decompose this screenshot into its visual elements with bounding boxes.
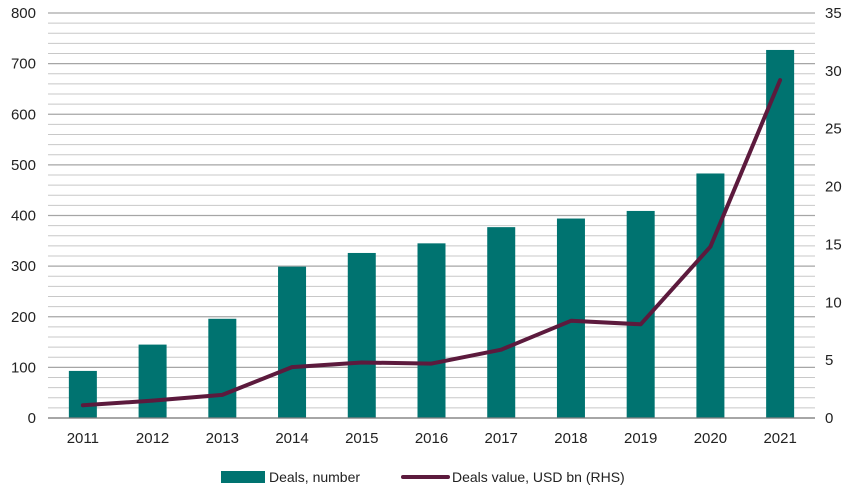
bar-series-deals-number <box>68 49 795 419</box>
right-tick-label: 15 <box>825 236 842 253</box>
line-point-2019 <box>638 322 643 327</box>
legend: Deals, number Deals value, USD bn (RHS) <box>221 469 625 485</box>
x-tick-label: 2013 <box>206 430 239 447</box>
left-y-axis: 0 100 200 300 400 500 600 700 800 <box>11 5 36 427</box>
line-point-2011 <box>81 403 85 408</box>
line-point-2012 <box>150 398 155 403</box>
x-tick-label: 2012 <box>136 430 169 447</box>
right-tick-label: 10 <box>825 294 842 311</box>
line-point-2013 <box>220 393 225 397</box>
left-tick-label: 700 <box>11 56 36 73</box>
bar-2018 <box>556 218 585 418</box>
legend-swatch-bar <box>221 471 265 483</box>
bar-2014 <box>278 266 307 418</box>
bar-2012 <box>138 344 167 418</box>
right-tick-label: 5 <box>825 352 833 369</box>
x-tick-label: 2014 <box>275 430 308 447</box>
line-point-2021 <box>778 78 782 82</box>
x-tick-label: 2015 <box>345 430 378 447</box>
legend-label-line: Deals value, USD bn (RHS) <box>452 469 625 485</box>
x-tick-label: 2016 <box>415 430 448 447</box>
line-point-2018 <box>569 319 573 323</box>
line-point-2017 <box>499 347 504 352</box>
left-tick-label: 600 <box>11 106 36 123</box>
bar-2016 <box>417 243 446 418</box>
legend-label-bar: Deals, number <box>269 469 360 485</box>
bar-2017 <box>487 227 516 418</box>
x-tick-label: 2021 <box>763 430 796 447</box>
x-axis: 2011 2012 2013 2014 2015 2016 2017 2018 2019 2020… <box>48 417 815 447</box>
right-tick-label: 35 <box>825 5 842 22</box>
right-y-axis: 0 5 10 15 20 25 30 35 <box>825 5 842 427</box>
line-point-2015 <box>359 360 364 365</box>
bar-2021 <box>766 49 795 419</box>
right-tick-label: 25 <box>825 121 842 138</box>
left-tick-label: 800 <box>11 5 36 22</box>
x-tick-label: 2019 <box>624 430 657 447</box>
x-tick-label: 2017 <box>485 430 518 447</box>
line-point-2016 <box>429 361 434 366</box>
line-series-deals-value <box>80 78 783 408</box>
bar-2011 <box>68 370 97 418</box>
line-point-2020 <box>708 244 713 249</box>
left-tick-label: 100 <box>11 359 36 376</box>
left-tick-label: 500 <box>11 157 36 174</box>
bar-2020 <box>696 173 725 418</box>
left-tick-label: 300 <box>11 258 36 275</box>
right-tick-label: 30 <box>825 63 842 80</box>
x-tick-label: 2020 <box>694 430 727 447</box>
x-tick-label: 2018 <box>554 430 587 447</box>
right-tick-label: 0 <box>825 410 833 427</box>
left-tick-label: 0 <box>28 410 36 427</box>
line-point-2014 <box>290 365 294 369</box>
bar-2013 <box>208 318 237 418</box>
bar-2015 <box>347 252 376 418</box>
left-tick-label: 400 <box>11 208 36 225</box>
right-tick-label: 20 <box>825 179 842 196</box>
left-tick-label: 200 <box>11 309 36 326</box>
x-tick-label: 2011 <box>67 430 99 447</box>
